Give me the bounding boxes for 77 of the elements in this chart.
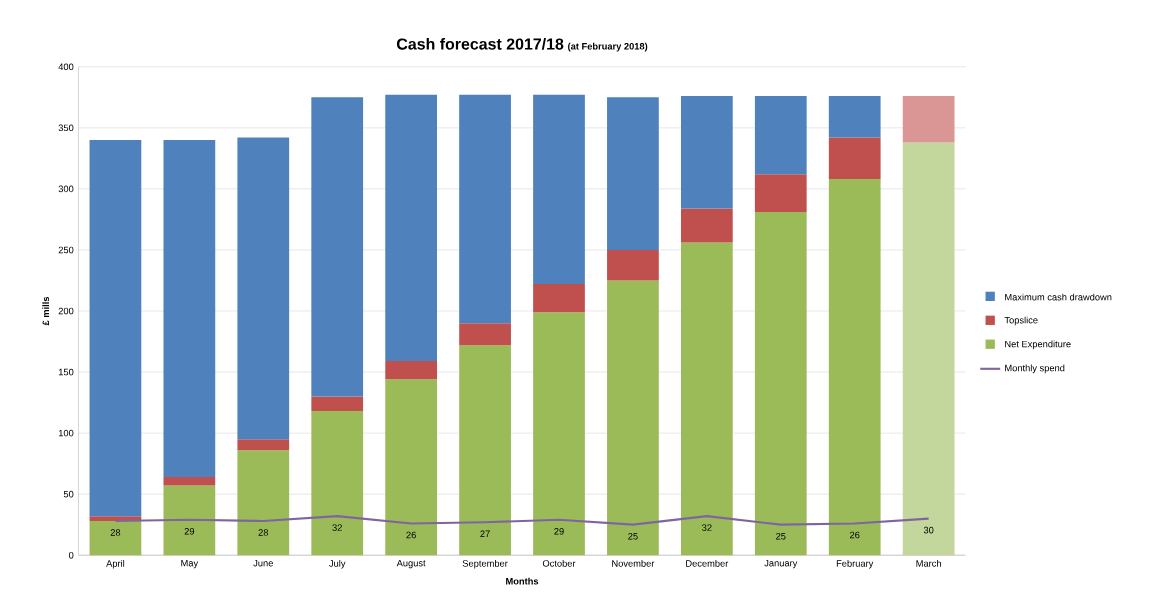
y-tick-label: 100 [58, 429, 74, 437]
data-label: 28 [258, 529, 269, 536]
data-label: 29 [554, 528, 564, 535]
bar [163, 140, 216, 478]
bar [89, 516, 142, 521]
y-tick-label: 250 [58, 246, 74, 254]
data-label: 25 [628, 532, 638, 540]
bar [163, 477, 216, 486]
bar [828, 179, 881, 556]
y-tick-label: 200 [58, 307, 74, 315]
bar [89, 140, 142, 517]
legend-label: Monthly spend [1005, 364, 1065, 374]
x-tick-label: February [836, 559, 874, 569]
legend-label: Topslice [1004, 316, 1038, 326]
bar [385, 361, 438, 380]
bar [89, 521, 142, 556]
y-axis-title: £ mills [42, 296, 50, 326]
legend-label: Net Expenditure [1005, 340, 1071, 350]
chart-subtitle: (at February 2018) [568, 42, 648, 52]
x-tick-label: July [329, 559, 346, 569]
data-label: 32 [332, 524, 342, 531]
bar [533, 94, 585, 285]
bar [533, 312, 585, 556]
bar [902, 96, 955, 143]
x-tick-label: April [106, 559, 125, 569]
y-tick-label: 350 [58, 124, 74, 132]
data-label: 25 [776, 532, 786, 540]
bar [680, 96, 733, 209]
bar [385, 379, 438, 556]
bar [607, 97, 659, 250]
x-tick-label: November [612, 559, 655, 567]
x-tick-label: March [916, 559, 941, 567]
data-label: 29 [184, 528, 195, 535]
x-tick-label: December [686, 559, 729, 567]
chart-title: Cash forecast 2017/18 [396, 37, 564, 50]
bar [680, 208, 733, 243]
bar [680, 242, 733, 556]
x-axis-title: Months [506, 577, 539, 585]
bar [311, 411, 364, 556]
bar [459, 94, 511, 324]
bar [459, 323, 511, 346]
bar [754, 212, 807, 556]
data-label: 26 [849, 531, 860, 539]
bar [163, 485, 216, 556]
bar [385, 94, 438, 362]
y-tick-label: 150 [58, 368, 74, 376]
bar [237, 450, 290, 556]
y-tick-label: 0 [68, 551, 74, 559]
x-tick-label: August [396, 559, 426, 569]
data-label: 26 [406, 531, 416, 539]
x-tick-label: September [462, 559, 508, 569]
data-label: 30 [923, 526, 934, 534]
x-tick-label: May [181, 559, 199, 569]
bar [754, 96, 807, 175]
y-tick-label: 50 [63, 490, 74, 498]
x-tick-label: October [542, 559, 576, 567]
bar [311, 97, 364, 397]
x-tick-label: June [253, 559, 273, 567]
bar [828, 96, 881, 138]
bar [607, 249, 659, 281]
data-label: 32 [702, 524, 712, 531]
bar [607, 280, 659, 556]
data-label: 28 [110, 529, 121, 536]
x-tick-label: January [764, 559, 798, 569]
bar [237, 137, 290, 440]
bar [902, 142, 955, 556]
bar [533, 284, 585, 313]
bar [311, 396, 364, 412]
bar [459, 345, 511, 556]
line-series [114, 515, 930, 526]
y-tick-label: 400 [58, 63, 74, 71]
bar [828, 137, 881, 180]
bar [237, 439, 290, 451]
legend-label: Maximum cash drawdown [1005, 293, 1112, 301]
data-label: 27 [480, 530, 490, 537]
bar [754, 174, 807, 213]
y-tick-label: 300 [58, 185, 74, 193]
